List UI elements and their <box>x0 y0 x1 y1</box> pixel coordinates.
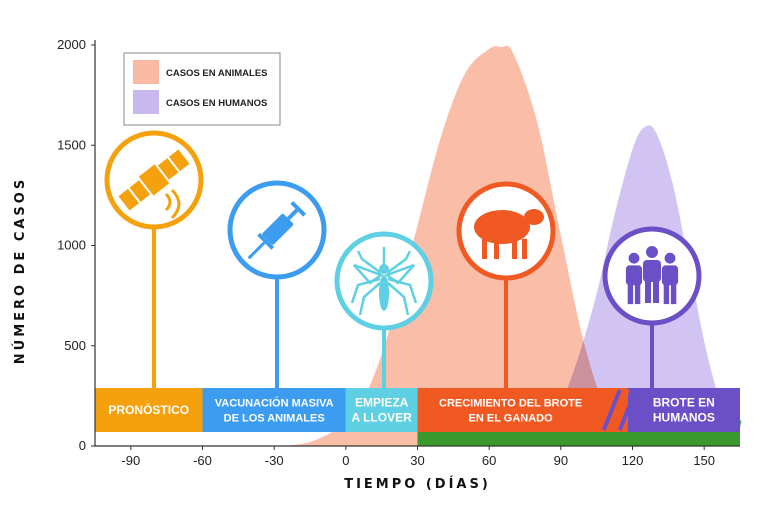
person-leg <box>663 284 670 305</box>
phase-block-4 <box>627 388 740 432</box>
satellite-core <box>138 164 170 196</box>
mosquito-leg <box>356 250 382 275</box>
legend-swatch <box>133 90 159 114</box>
sheep-leg <box>494 239 499 259</box>
phase-label: EMPIEZA <box>355 396 409 410</box>
phase-label: HUMANOS <box>653 411 715 425</box>
syringe-barrel <box>262 213 294 245</box>
phase-block-2 <box>345 388 418 432</box>
phase-label: CRECIMIENTO DEL BROTE <box>439 398 582 410</box>
y-tick-label: 500 <box>64 338 86 353</box>
satellite-icon <box>118 149 190 220</box>
phase-stripe <box>593 389 614 431</box>
person-figure <box>643 246 661 303</box>
x-tick-label: 0 <box>342 453 349 468</box>
phase-block-3 <box>417 388 628 432</box>
phase-stripe <box>617 389 638 431</box>
syringe-plunger <box>286 208 299 221</box>
people-icon <box>625 246 679 305</box>
phase-stripe <box>609 389 630 431</box>
phase-icon-pins <box>104 130 702 388</box>
mosquito-leg <box>358 282 381 316</box>
person-leg <box>634 284 641 305</box>
phase-label: A LLOVER <box>352 411 413 425</box>
animal-cases-area <box>274 45 633 447</box>
phase-banner: PRONÓSTICO VACUNACIÓN MASIVA DE LOS ANIMAL… <box>95 388 740 432</box>
person-torso <box>625 265 643 286</box>
phase-block-0 <box>95 388 203 432</box>
pin-mosquito <box>334 231 434 388</box>
phase-label: BROTE EN <box>653 396 715 410</box>
syringe-icon <box>247 201 306 260</box>
phase-label: PRONÓSTICO <box>108 402 189 417</box>
phase-block-1 <box>202 388 346 432</box>
syringe-flange <box>257 232 275 250</box>
panel-line <box>127 187 141 204</box>
mosquito-head <box>379 264 389 274</box>
y-tick-label: 1000 <box>57 238 86 253</box>
y-tick-label: 1500 <box>57 137 86 152</box>
person-leg <box>627 284 634 305</box>
mosquito-leg <box>386 250 412 275</box>
person-figure <box>625 252 643 305</box>
x-tick-label: 120 <box>622 453 644 468</box>
axes: 0 500 1000 1500 2000 -90 -60 -30 0 30 60 90 120 150 <box>57 37 740 468</box>
x-tick-label: 30 <box>410 453 424 468</box>
phase-label: DE LOS ANIMALES <box>224 413 325 425</box>
phase-label: VACUNACIÓN MASIVA <box>215 397 334 410</box>
mosquito-leg <box>350 277 381 304</box>
x-tick-label: -30 <box>265 453 284 468</box>
mosquito-abdomen <box>379 275 389 311</box>
y-tick-label: 0 <box>79 438 86 453</box>
x-axis-title: TIEMPO (DÍAS) <box>344 476 491 492</box>
person-head <box>664 252 676 264</box>
legend-label: CASOS EN HUMANOS <box>166 98 267 109</box>
signal-wave <box>164 192 172 212</box>
person-torso <box>661 265 679 286</box>
x-tick-label: 90 <box>554 453 568 468</box>
x-tick-label: -90 <box>121 453 140 468</box>
sheep-leg <box>522 239 527 259</box>
phase-label: EN EL GANADO <box>469 413 554 425</box>
pin-people <box>602 226 702 388</box>
sheep-head <box>524 209 544 225</box>
person-leg <box>645 281 651 303</box>
panel-line <box>167 156 181 173</box>
legend: CASOS EN ANIMALES CASOS EN HUMANOS <box>123 52 281 126</box>
person-torso <box>643 260 661 282</box>
legend-swatch <box>133 60 159 84</box>
person-leg <box>670 284 677 305</box>
legend-label: CASOS EN ANIMALES <box>166 68 268 79</box>
syringe-handle <box>290 201 306 217</box>
mosquito-icon <box>350 247 418 316</box>
syringe-needle <box>247 241 266 260</box>
pin-satellite <box>104 130 204 388</box>
person-head <box>628 252 640 264</box>
sheep-body <box>474 210 530 244</box>
satellite-body <box>118 149 190 211</box>
person-leg <box>653 281 659 303</box>
pin-syringe <box>227 180 327 388</box>
y-tick-label: 2000 <box>57 37 86 52</box>
x-tick-label: 150 <box>693 453 715 468</box>
sheep-icon <box>474 209 544 259</box>
mosquito-leg <box>387 277 418 304</box>
sheep-leg <box>482 239 487 259</box>
pin-sheep <box>456 181 556 388</box>
mosquito-leg <box>387 282 410 316</box>
phase-stripe <box>601 389 622 431</box>
x-tick-label: -60 <box>193 453 212 468</box>
sheep-leg <box>512 239 517 259</box>
person-head <box>646 246 658 258</box>
syringe-body <box>247 201 306 260</box>
signal-wave <box>170 188 181 220</box>
x-tick-label: 60 <box>482 453 496 468</box>
y-axis-title: NÚMERO DE CASOS <box>12 177 28 364</box>
person-figure <box>661 252 679 305</box>
